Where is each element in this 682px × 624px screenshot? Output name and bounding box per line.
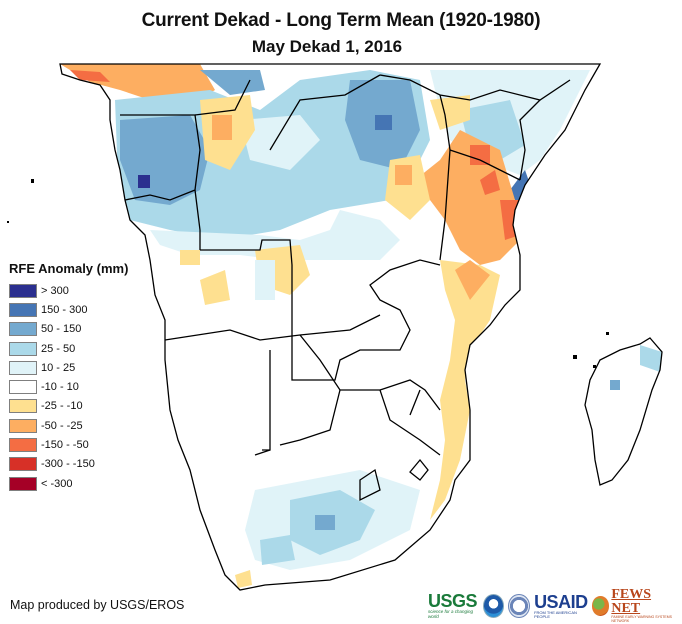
logo-strip: USGS science for a changing world USAID … (428, 588, 682, 623)
legend-label: > 300 (41, 284, 69, 297)
usgs-logo-text: USGS (428, 591, 478, 611)
legend-title: RFE Anomaly (mm) (9, 261, 129, 276)
legend-item: 150 - 300 (9, 300, 128, 319)
legend-item: -50 - -25 (9, 416, 128, 435)
legend-swatch (9, 399, 37, 414)
legend-label: -150 - -50 (41, 439, 89, 452)
usaid-logo-text: USAID (534, 591, 588, 612)
legend-label: 25 - 50 (41, 342, 76, 355)
usgs-tagline: science for a changing world (428, 609, 474, 619)
legend-item: 25 - 50 (9, 339, 128, 358)
fews-net-tagline: FAMINE EARLY WARNING SYSTEMS NETWORK (611, 615, 672, 623)
legend-label: -10 - 10 (41, 381, 79, 394)
legend-label: -50 - -25 (41, 419, 83, 432)
fews-net-logo: FEWS NET FAMINE EARLY WARNING SYSTEMS NE… (591, 587, 682, 623)
legend-item: < -300 (9, 474, 128, 493)
globe-icon (591, 595, 610, 616)
legend: RFE Anomaly (mm) > 300 150 - 300 50 - 150 2… (9, 261, 128, 493)
usaid-tagline: FROM THE AMERICAN PEOPLE (534, 609, 577, 619)
usaid-logo: USAID FROM THE AMERICAN PEOPLE (534, 593, 588, 619)
madagascar-anomaly (585, 338, 662, 485)
borders (59, 63, 663, 591)
fews-net-logo-text: FEWS NET (611, 587, 652, 616)
legend-swatch (9, 438, 37, 453)
legend-swatch (9, 418, 37, 433)
legend-item: 10 - 25 (9, 358, 128, 377)
legend-label: 50 - 150 (41, 323, 82, 336)
legend-item: -25 - -10 (9, 397, 128, 416)
usaid-seal-icon (508, 593, 531, 618)
legend-swatch (9, 322, 37, 337)
map-title: Current Dekad - Long Term Mean (1920-198… (141, 10, 541, 31)
usgs-logo: USGS science for a changing world (428, 592, 479, 619)
legend-item: -300 - -150 (9, 455, 128, 474)
legend-label: -25 - -10 (41, 400, 83, 413)
legend-swatch (9, 341, 37, 356)
legend-swatch (9, 457, 37, 472)
rainfall-anomaly-map (7, 63, 663, 591)
legend-label: 150 - 300 (41, 303, 88, 316)
legend-swatch (9, 283, 37, 298)
noaa-logo-icon (482, 593, 505, 618)
legend-label: 10 - 25 (41, 361, 76, 374)
legend-item: -10 - 10 (9, 377, 128, 396)
legend-item: 50 - 150 (9, 320, 128, 339)
islands (7, 179, 609, 368)
legend-item: -150 - -50 (9, 435, 128, 454)
legend-item: > 300 (9, 281, 128, 300)
credit-text: Map produced by USGS/EROS (10, 598, 185, 612)
legend-swatch (9, 360, 37, 375)
map-subtitle: May Dekad 1, 2016 (251, 37, 403, 56)
legend-swatch (9, 302, 37, 317)
legend-swatch (9, 476, 37, 491)
legend-label: < -300 (41, 477, 73, 490)
legend-label: -300 - -150 (41, 458, 95, 471)
legend-swatch (9, 380, 37, 395)
